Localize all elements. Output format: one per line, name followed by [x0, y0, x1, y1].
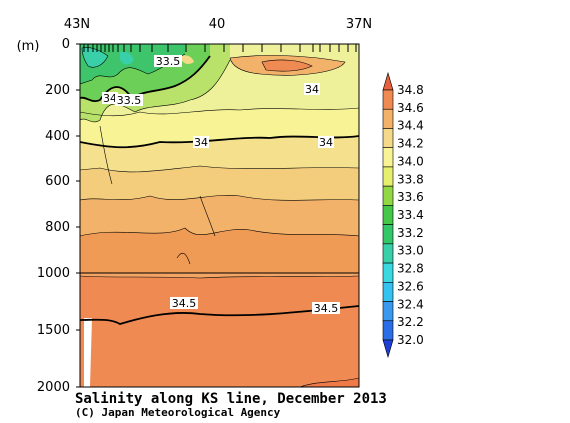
colorbar-segment — [382, 282, 394, 302]
y-tick-label: 200 — [45, 83, 70, 98]
y-tick-label: 2000 — [37, 380, 70, 395]
chart-title: Salinity along KS line, December 2013 — [75, 391, 387, 407]
y-tick-label: 0 — [62, 37, 70, 52]
colorbar-label: 34.2 — [397, 137, 424, 151]
lower-panel-fill — [80, 273, 359, 387]
chart-credit: (C) Japan Meteorological Agency — [75, 406, 281, 419]
colorbar-label: 33.6 — [397, 190, 424, 204]
colorbar-segment — [382, 243, 394, 264]
colorbar-segment — [382, 224, 394, 245]
x-tick-label: 43N — [64, 17, 90, 32]
lower-contours — [80, 275, 359, 387]
colorbar-segment — [382, 147, 394, 168]
colorbar-label: 34.8 — [397, 83, 424, 97]
colorbar-label: 34.4 — [397, 119, 424, 133]
colorbar-segment — [382, 185, 394, 206]
contour-label: 34 — [194, 136, 208, 149]
colorbar-label: 32.0 — [397, 333, 424, 347]
y-tick-label: 600 — [45, 174, 70, 189]
colorbar-label: 32.6 — [397, 279, 424, 293]
colorbar-segment — [382, 262, 394, 283]
colorbar-label: 33.8 — [397, 172, 424, 186]
colorbar-label: 32.2 — [397, 315, 424, 329]
colorbar-label: 34.0 — [397, 154, 424, 168]
contour-label: 34 — [103, 92, 117, 105]
colorbar-label: 32.4 — [397, 297, 424, 311]
y-tick-label: 800 — [45, 220, 70, 235]
y-axis-unit: (m) — [17, 39, 40, 54]
contour-label: 34.5 — [172, 297, 197, 310]
colorbar-label: 33.2 — [397, 226, 424, 240]
colorbar-label: 33.0 — [397, 244, 424, 258]
contour-label: 33.5 — [156, 55, 181, 68]
contour-label: 34 — [319, 136, 333, 149]
colorbar-label: 32.8 — [397, 262, 424, 276]
colorbar-segment — [382, 89, 394, 110]
station-ticks — [83, 44, 357, 52]
colorbar-min-arrow — [382, 339, 394, 359]
contour-label: 33.5 — [117, 94, 142, 107]
y-axis: 0 200 400 600 800 1000 1500 2000 — [37, 37, 80, 395]
colorbar-segment — [382, 166, 394, 187]
colorbar-segment — [382, 108, 394, 129]
colorbar-segment — [382, 205, 394, 225]
x-tick-label: 40 — [209, 17, 226, 32]
y-tick-label: 400 — [45, 129, 70, 144]
y-tick-label: 1000 — [37, 266, 70, 281]
colorbar-segment — [382, 128, 394, 148]
colorbar-label: 33.4 — [397, 208, 424, 222]
colorbar-label: 34.6 — [397, 101, 424, 115]
contour-label: 34.5 — [314, 302, 339, 315]
colorbar-segment — [382, 320, 394, 341]
y-tick-label: 1500 — [37, 323, 70, 338]
colorbar-max-arrow — [382, 71, 394, 91]
x-tick-label: 37N — [346, 17, 372, 32]
colorbar-segment — [382, 301, 394, 322]
contour-labels: 33.5 34 33.5 34 34 34 34.5 34.5 — [102, 55, 340, 315]
contour-label: 34 — [305, 83, 319, 96]
colorbar: 34.8 34.6 34.4 34.2 34.0 33.8 33.6 33.4 33.2 33.0… — [382, 71, 424, 359]
